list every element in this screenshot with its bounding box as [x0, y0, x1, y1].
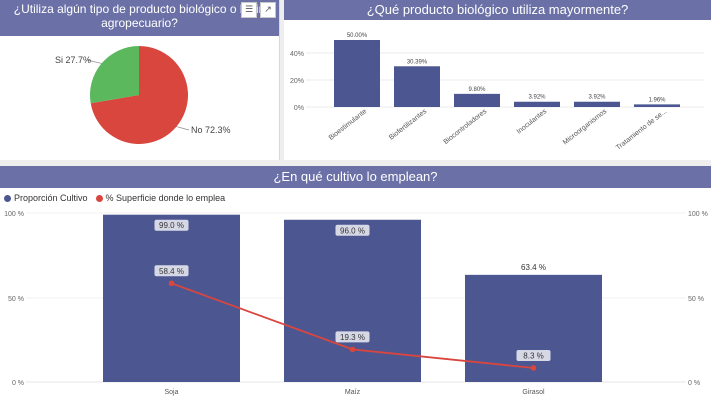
bar-product[interactable]: [514, 101, 560, 107]
y-tick-label-left: 100 %: [4, 211, 24, 218]
x-category-label: Tratamiento de se...: [615, 108, 668, 152]
x-category-label: Maíz: [345, 389, 361, 396]
pie-label-no: No 72.3%: [191, 125, 231, 135]
legend-item-proporcion[interactable]: Proporción Cultivo: [4, 193, 88, 203]
bar-label-bg: [154, 219, 189, 231]
focus-mode-icon[interactable]: ↗: [260, 2, 276, 18]
product-chart-title: ¿Qué producto biológico utiliza mayormen…: [284, 0, 711, 20]
bar-product[interactable]: [454, 93, 500, 107]
x-category-label: Microorganismos: [562, 108, 609, 147]
pie-slice-si[interactable]: [90, 46, 139, 104]
x-category-label: Biocontroladores: [443, 108, 489, 146]
bar-value-label: 99.0 %: [159, 221, 184, 230]
y-tick-label: 40%: [290, 51, 304, 58]
y-tick-label-right: 100 %: [688, 211, 708, 218]
pie-chart-panel: ¿Utiliza algún tipo de producto biológic…: [0, 0, 280, 160]
x-category-label: Girasol: [522, 389, 545, 396]
bar-value-label: 3.92%: [528, 95, 546, 101]
pie-leader-si: [86, 59, 102, 64]
bar-value-label: 9.80%: [468, 87, 486, 93]
line-value-label: 19.3 %: [340, 333, 365, 342]
x-category-label: Bioestimulante: [328, 108, 369, 142]
y-tick-label: 0%: [294, 105, 304, 112]
bar-product[interactable]: [334, 40, 380, 107]
line-label-bg: [516, 349, 551, 361]
crop-chart-title: ¿En qué cultivo lo emplean?: [0, 166, 711, 188]
product-bar-chart: 40% 20% 0% 50.00% Bioestimulante 30.39% Bio…: [290, 33, 704, 152]
bar-value-label: 63.4 %: [521, 263, 546, 272]
line-point[interactable]: [349, 346, 356, 353]
line-value-label: 8.3 %: [523, 351, 543, 360]
y-tick-label: 20%: [290, 78, 304, 85]
legend-item-superficie[interactable]: % Superficie donde lo emplea: [95, 193, 226, 203]
bar-cultivo[interactable]: [103, 214, 240, 382]
line-label-bg: [335, 331, 370, 343]
crop-chart-panel: ¿En qué cultivo lo emplean? Proporción C…: [0, 166, 711, 400]
bar-label-bg: [335, 224, 370, 236]
bar-product[interactable]: [634, 104, 680, 107]
line-label-bg: [154, 265, 189, 277]
bar-value-label: 50.00%: [347, 33, 368, 39]
legend-marker-bar: [4, 194, 11, 202]
line-point[interactable]: [530, 365, 537, 371]
pie-label-si: Si 27.7%: [55, 55, 91, 65]
bar-value-label: 3.92%: [588, 95, 606, 101]
legend-marker-line: [95, 194, 103, 202]
pie-slice-no[interactable]: [90, 46, 189, 144]
bar-product[interactable]: [574, 101, 620, 107]
visual-header-icons: ☰ ↗: [241, 2, 276, 18]
y-tick-label-left: 50 %: [8, 296, 24, 303]
bar-value-label: 30.39%: [407, 59, 428, 65]
x-category-label: Soja: [164, 389, 178, 396]
bar-value-label: 96.0 %: [340, 226, 365, 235]
pie-title-line1: ¿Utiliza algún tipo de producto biológic…: [13, 2, 266, 16]
bar-product[interactable]: [394, 66, 440, 107]
pie-title-line2: agropecuario?: [101, 16, 178, 30]
bar-value-label: 1.96%: [648, 97, 666, 103]
crop-combo-chart: 100 % 50 % 0 % 100 % 50 % 0 % 99.0 % Soja…: [4, 211, 708, 396]
bar-cultivo[interactable]: [284, 219, 421, 382]
x-category-label: Inoculantes: [516, 108, 549, 136]
line-point[interactable]: [168, 280, 175, 287]
legend-label: Proporción Cultivo: [14, 193, 88, 203]
chart-legend: Proporción Cultivo % Superficie donde lo…: [4, 193, 225, 203]
x-category-label: Biofertilizantes: [388, 108, 429, 142]
pie-chart-title: ¿Utiliza algún tipo de producto biológic…: [0, 0, 279, 36]
y-tick-label-right: 50 %: [688, 296, 704, 303]
product-chart-panel: ¿Qué producto biológico utiliza mayormen…: [284, 0, 711, 160]
y-tick-label-right: 0 %: [688, 380, 700, 387]
filter-icon[interactable]: ☰: [241, 2, 257, 18]
line-value-label: 58.4 %: [159, 267, 184, 276]
pie-leader-no: [176, 126, 190, 131]
y-tick-label-left: 0 %: [12, 380, 24, 387]
pie-chart: Si 27.7% No 72.3%: [55, 46, 231, 144]
legend-label: % Superficie donde lo emplea: [105, 193, 226, 203]
